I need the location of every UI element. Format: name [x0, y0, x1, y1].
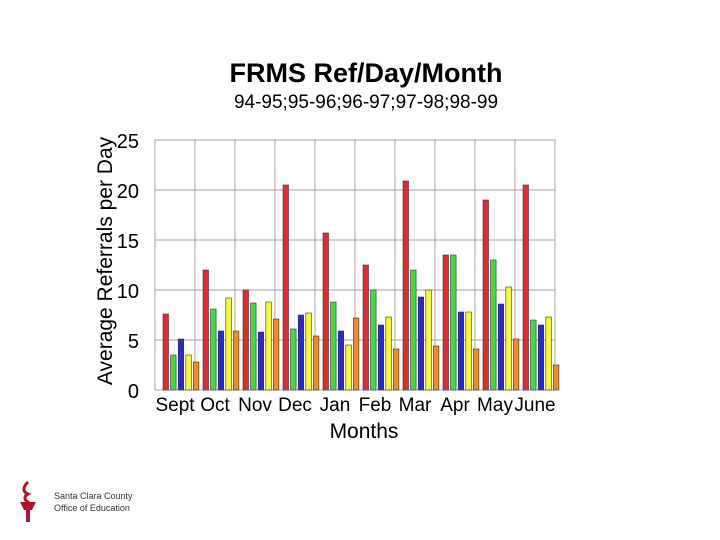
bar — [265, 301, 272, 391]
bar — [290, 328, 297, 391]
bar — [530, 319, 537, 391]
bar — [330, 301, 337, 391]
bar — [465, 311, 472, 391]
bar — [402, 180, 409, 391]
bar — [385, 316, 392, 391]
logo-line-2: Office of Education — [54, 503, 130, 513]
x-tick-label: Feb — [359, 395, 392, 416]
logo: Santa Clara County Office of Education — [14, 480, 144, 524]
bar — [433, 345, 440, 391]
bar — [273, 318, 280, 391]
bar — [217, 330, 224, 391]
x-tick-label: Oct — [200, 395, 230, 416]
bar — [305, 312, 312, 391]
bar — [162, 313, 169, 391]
bar — [193, 361, 200, 391]
bar — [410, 269, 417, 391]
bar — [457, 311, 465, 391]
bar — [362, 264, 369, 391]
bar — [522, 184, 529, 391]
bar — [370, 289, 377, 391]
y-tick-label: 5 — [128, 331, 139, 353]
chart-title: FRMS Ref/Day/Month — [230, 58, 503, 88]
bar — [353, 317, 360, 391]
x-tick-label: Nov — [238, 395, 272, 416]
bar — [322, 232, 329, 391]
logo-text: Santa Clara County Office of Education — [54, 490, 133, 514]
bar — [545, 316, 552, 391]
bar — [170, 354, 177, 391]
bar — [450, 254, 457, 391]
bar — [282, 184, 289, 391]
y-tick-label: 25 — [117, 131, 139, 153]
bar — [202, 269, 209, 391]
y-tick-label: 10 — [117, 281, 139, 303]
x-axis-label: Months — [330, 420, 399, 443]
chart-subtitle: 94-95;95-96;96-97;97-98;98-99 — [234, 92, 498, 113]
bar — [473, 348, 480, 391]
x-tick-label: Dec — [278, 395, 312, 416]
bar — [185, 354, 192, 391]
bar — [442, 254, 449, 391]
bar — [177, 338, 184, 391]
bar — [210, 308, 217, 391]
x-tick-label: May — [477, 395, 513, 416]
y-axis-label: Average Referrals per Day — [94, 136, 117, 385]
plot-area: 0 5 10 15 20 25 Sept Oct Nov Dec Jan Feb Mar Apr May Ju… — [117, 131, 560, 416]
y-tick-label: 15 — [117, 231, 139, 253]
bar — [482, 199, 489, 391]
bar — [250, 302, 257, 391]
x-tick-label: Mar — [399, 395, 432, 416]
x-tick-label: Sept — [155, 395, 195, 416]
bar — [513, 338, 520, 391]
logo-line-1: Santa Clara County — [54, 491, 133, 501]
bar — [497, 303, 505, 391]
bar — [377, 324, 385, 391]
bar — [297, 314, 305, 391]
bar — [505, 286, 512, 391]
bar — [337, 330, 345, 391]
bar — [553, 364, 560, 391]
bar — [225, 297, 232, 391]
bar — [313, 335, 320, 391]
x-tick-label: June — [514, 395, 555, 416]
bar — [233, 330, 240, 391]
bar — [242, 289, 249, 391]
x-tick-label: Apr — [440, 395, 470, 416]
bar — [425, 289, 432, 391]
y-tick-label: 20 — [117, 181, 139, 203]
bar — [417, 296, 425, 391]
y-tick-label: 0 — [128, 381, 139, 403]
torch-icon — [20, 480, 36, 522]
bar — [490, 259, 497, 391]
bar — [537, 324, 545, 391]
bar — [393, 348, 400, 391]
bar — [345, 344, 352, 391]
x-tick-label: Jan — [320, 395, 351, 416]
bar — [257, 331, 265, 391]
